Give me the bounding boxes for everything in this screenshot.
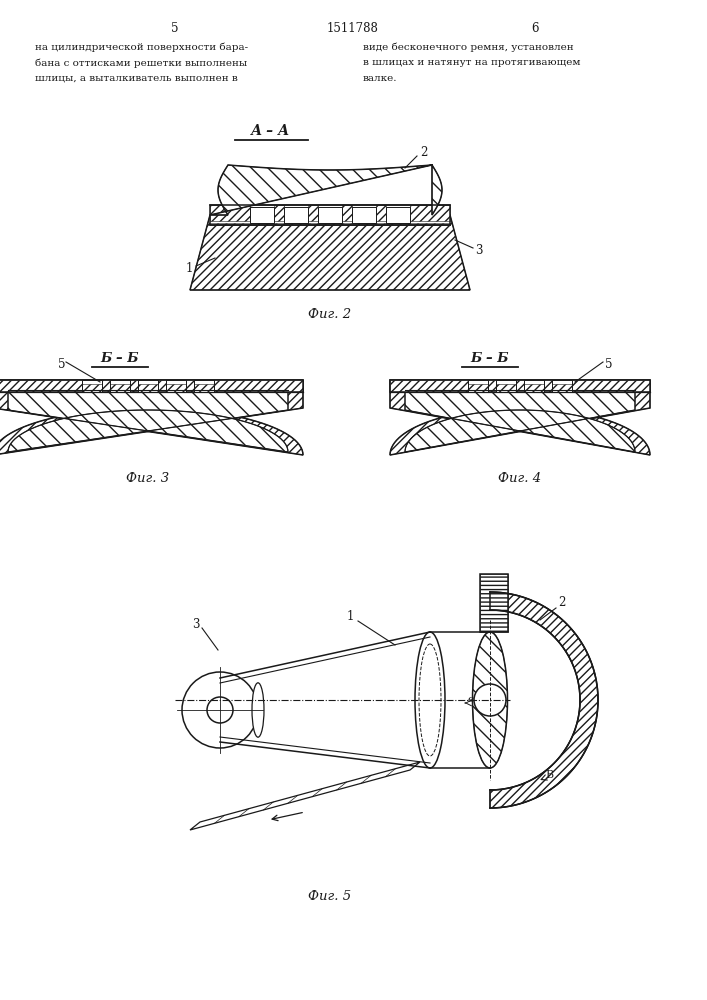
Bar (0, 380, 303, 392)
Bar (488, 380, 496, 392)
Polygon shape (190, 762, 420, 830)
Ellipse shape (472, 632, 508, 768)
Bar (210, 205, 450, 225)
Text: валке.: валке. (363, 74, 397, 83)
Bar (480, 574, 508, 632)
Text: 2: 2 (420, 146, 427, 159)
Bar (516, 380, 524, 392)
Circle shape (474, 684, 506, 716)
Ellipse shape (252, 683, 264, 737)
Bar (214, 380, 303, 392)
Bar (0, 380, 82, 392)
Bar (194, 380, 214, 392)
Bar (130, 380, 138, 392)
Bar (284, 207, 308, 223)
Text: А – А: А – А (250, 124, 290, 138)
Bar (524, 380, 544, 392)
Bar (102, 380, 110, 392)
Bar (250, 207, 274, 223)
Text: 2: 2 (558, 596, 566, 609)
Bar (390, 380, 650, 392)
Polygon shape (405, 390, 635, 452)
Text: в: в (468, 696, 474, 704)
Text: Фиг. 2: Фиг. 2 (308, 308, 351, 321)
Text: шлицы, а выталкиватель выполнен в: шлицы, а выталкиватель выполнен в (35, 74, 238, 83)
Bar (552, 380, 572, 392)
Bar (110, 380, 130, 392)
Bar (524, 384, 544, 392)
Bar (496, 384, 516, 392)
Text: Фиг. 4: Фиг. 4 (498, 472, 542, 485)
Bar (82, 380, 102, 392)
Bar (82, 384, 102, 392)
Ellipse shape (415, 632, 445, 768)
Bar (186, 380, 194, 392)
Bar (342, 205, 352, 221)
Bar (318, 207, 342, 223)
Bar (552, 384, 572, 392)
Polygon shape (490, 592, 598, 808)
Bar (480, 574, 508, 632)
Text: 1511788: 1511788 (327, 22, 379, 35)
Polygon shape (210, 165, 442, 215)
Text: Фиг. 5: Фиг. 5 (308, 890, 351, 903)
Bar (138, 380, 158, 392)
Bar (274, 205, 284, 221)
Bar (158, 380, 166, 392)
Bar (110, 384, 130, 392)
Bar (308, 205, 318, 221)
Bar (352, 207, 376, 223)
Text: 5: 5 (58, 359, 66, 371)
Polygon shape (0, 380, 303, 455)
Text: 5: 5 (605, 359, 612, 371)
Text: в шлицах и натянут на протягивающем: в шлицах и натянут на протягивающем (363, 58, 580, 67)
Bar (572, 380, 650, 392)
Bar (166, 380, 186, 392)
Text: Фиг. 3: Фиг. 3 (127, 472, 170, 485)
Bar (468, 384, 488, 392)
Text: бана с оттисками решетки выполнены: бана с оттисками решетки выполнены (35, 58, 247, 68)
Text: 1: 1 (186, 261, 193, 274)
Text: В: В (545, 770, 553, 780)
Polygon shape (8, 390, 288, 452)
Bar (210, 223, 450, 225)
Text: на цилиндрической поверхности бара-: на цилиндрической поверхности бара- (35, 42, 248, 51)
Polygon shape (190, 215, 470, 290)
Bar (210, 205, 250, 221)
Circle shape (182, 672, 258, 748)
Text: 3: 3 (475, 243, 482, 256)
Bar (390, 380, 468, 392)
Text: виде бесконечного ремня, установлен: виде бесконечного ремня, установлен (363, 42, 573, 51)
Bar (138, 384, 158, 392)
Bar (386, 207, 410, 223)
Bar (194, 384, 214, 392)
Bar (376, 205, 386, 221)
Polygon shape (390, 380, 650, 455)
Bar (410, 205, 450, 221)
Bar (496, 380, 516, 392)
Text: 3: 3 (192, 618, 200, 632)
Circle shape (207, 697, 233, 723)
Text: 1: 1 (346, 610, 354, 624)
Bar (468, 380, 488, 392)
Text: Б – Б: Б – Б (100, 352, 139, 365)
Text: 6: 6 (531, 22, 539, 35)
Text: 5: 5 (171, 22, 179, 35)
Bar (166, 384, 186, 392)
Text: Б – Б: Б – Б (471, 352, 509, 365)
Bar (544, 380, 552, 392)
